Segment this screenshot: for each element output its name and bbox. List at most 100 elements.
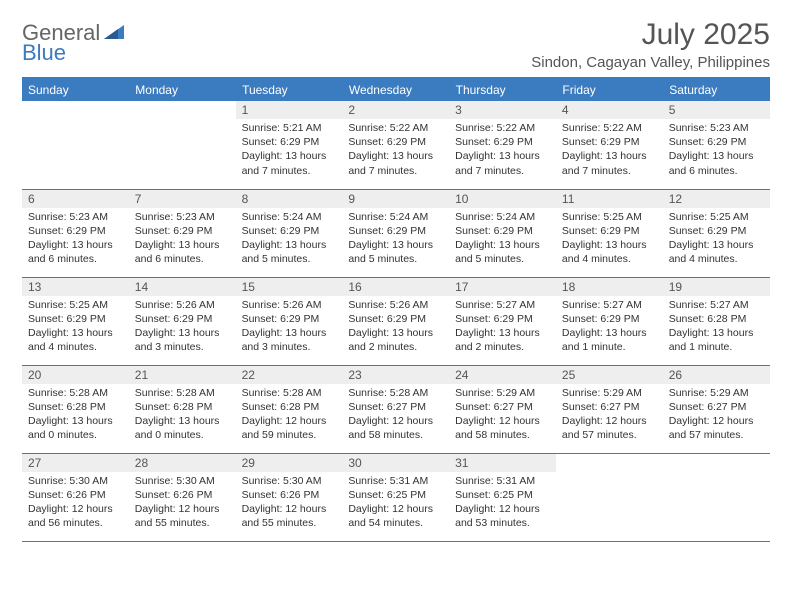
location-text: Sindon, Cagayan Valley, Philippines: [531, 54, 770, 71]
day-details: Sunrise: 5:25 AMSunset: 6:29 PMDaylight:…: [22, 296, 129, 359]
day-number: 28: [129, 454, 236, 472]
day-number: 21: [129, 366, 236, 384]
day-details: Sunrise: 5:31 AMSunset: 6:25 PMDaylight:…: [449, 472, 556, 535]
calendar-week-row: 27Sunrise: 5:30 AMSunset: 6:26 PMDayligh…: [22, 453, 770, 541]
calendar-week-row: ....1Sunrise: 5:21 AMSunset: 6:29 PMDayl…: [22, 101, 770, 189]
logo-triangle-icon: [104, 23, 124, 44]
day-number: 19: [663, 278, 770, 296]
day-details: Sunrise: 5:26 AMSunset: 6:29 PMDaylight:…: [236, 296, 343, 359]
day-details: Sunrise: 5:23 AMSunset: 6:29 PMDaylight:…: [663, 119, 770, 182]
calendar-day-cell: 13Sunrise: 5:25 AMSunset: 6:29 PMDayligh…: [22, 277, 129, 365]
calendar-day-cell: 10Sunrise: 5:24 AMSunset: 6:29 PMDayligh…: [449, 189, 556, 277]
day-details: Sunrise: 5:22 AMSunset: 6:29 PMDaylight:…: [342, 119, 449, 182]
header: General July 2025 Sindon, Cagayan Valley…: [22, 18, 770, 71]
day-number: 14: [129, 278, 236, 296]
day-details: Sunrise: 5:28 AMSunset: 6:28 PMDaylight:…: [236, 384, 343, 447]
day-details: Sunrise: 5:23 AMSunset: 6:29 PMDaylight:…: [22, 208, 129, 271]
day-details: Sunrise: 5:27 AMSunset: 6:29 PMDaylight:…: [449, 296, 556, 359]
weekday-header: Sunday: [22, 78, 129, 101]
day-details: Sunrise: 5:28 AMSunset: 6:28 PMDaylight:…: [129, 384, 236, 447]
day-number: 25: [556, 366, 663, 384]
calendar-day-cell: 21Sunrise: 5:28 AMSunset: 6:28 PMDayligh…: [129, 365, 236, 453]
day-details: Sunrise: 5:30 AMSunset: 6:26 PMDaylight:…: [22, 472, 129, 535]
day-details: Sunrise: 5:26 AMSunset: 6:29 PMDaylight:…: [342, 296, 449, 359]
calendar-day-cell: 24Sunrise: 5:29 AMSunset: 6:27 PMDayligh…: [449, 365, 556, 453]
calendar-day-cell: 8Sunrise: 5:24 AMSunset: 6:29 PMDaylight…: [236, 189, 343, 277]
day-details: Sunrise: 5:24 AMSunset: 6:29 PMDaylight:…: [342, 208, 449, 271]
calendar-day-cell: 25Sunrise: 5:29 AMSunset: 6:27 PMDayligh…: [556, 365, 663, 453]
day-number: 26: [663, 366, 770, 384]
day-number: 11: [556, 190, 663, 208]
calendar-day-cell: 23Sunrise: 5:28 AMSunset: 6:27 PMDayligh…: [342, 365, 449, 453]
calendar-day-cell: 27Sunrise: 5:30 AMSunset: 6:26 PMDayligh…: [22, 453, 129, 541]
day-number: 7: [129, 190, 236, 208]
calendar-day-cell: 14Sunrise: 5:26 AMSunset: 6:29 PMDayligh…: [129, 277, 236, 365]
day-number: 16: [342, 278, 449, 296]
weekday-header: Wednesday: [342, 78, 449, 101]
weekday-header-row: SundayMondayTuesdayWednesdayThursdayFrid…: [22, 78, 770, 101]
day-details: Sunrise: 5:25 AMSunset: 6:29 PMDaylight:…: [663, 208, 770, 271]
day-number: 10: [449, 190, 556, 208]
calendar-day-cell: 19Sunrise: 5:27 AMSunset: 6:28 PMDayligh…: [663, 277, 770, 365]
calendar-day-cell: 2Sunrise: 5:22 AMSunset: 6:29 PMDaylight…: [342, 101, 449, 189]
day-number: 18: [556, 278, 663, 296]
day-details: Sunrise: 5:27 AMSunset: 6:28 PMDaylight:…: [663, 296, 770, 359]
day-details: Sunrise: 5:22 AMSunset: 6:29 PMDaylight:…: [556, 119, 663, 182]
calendar-day-cell: 17Sunrise: 5:27 AMSunset: 6:29 PMDayligh…: [449, 277, 556, 365]
day-number: 13: [22, 278, 129, 296]
calendar-day-cell: 9Sunrise: 5:24 AMSunset: 6:29 PMDaylight…: [342, 189, 449, 277]
calendar-day-cell: 11Sunrise: 5:25 AMSunset: 6:29 PMDayligh…: [556, 189, 663, 277]
day-number: 20: [22, 366, 129, 384]
day-number: 17: [449, 278, 556, 296]
calendar-day-cell: 20Sunrise: 5:28 AMSunset: 6:28 PMDayligh…: [22, 365, 129, 453]
day-details: Sunrise: 5:21 AMSunset: 6:29 PMDaylight:…: [236, 119, 343, 182]
weekday-header: Friday: [556, 78, 663, 101]
day-number: 6: [22, 190, 129, 208]
calendar-day-cell: 6Sunrise: 5:23 AMSunset: 6:29 PMDaylight…: [22, 189, 129, 277]
calendar-day-cell: 16Sunrise: 5:26 AMSunset: 6:29 PMDayligh…: [342, 277, 449, 365]
day-details: Sunrise: 5:29 AMSunset: 6:27 PMDaylight:…: [556, 384, 663, 447]
day-details: Sunrise: 5:25 AMSunset: 6:29 PMDaylight:…: [556, 208, 663, 271]
calendar-week-row: 20Sunrise: 5:28 AMSunset: 6:28 PMDayligh…: [22, 365, 770, 453]
day-number: 29: [236, 454, 343, 472]
day-number: 9: [342, 190, 449, 208]
day-details: Sunrise: 5:23 AMSunset: 6:29 PMDaylight:…: [129, 208, 236, 271]
calendar-day-cell: 22Sunrise: 5:28 AMSunset: 6:28 PMDayligh…: [236, 365, 343, 453]
day-details: Sunrise: 5:28 AMSunset: 6:27 PMDaylight:…: [342, 384, 449, 447]
calendar-day-cell: 7Sunrise: 5:23 AMSunset: 6:29 PMDaylight…: [129, 189, 236, 277]
calendar-day-cell: 29Sunrise: 5:30 AMSunset: 6:26 PMDayligh…: [236, 453, 343, 541]
day-details: Sunrise: 5:22 AMSunset: 6:29 PMDaylight:…: [449, 119, 556, 182]
day-details: Sunrise: 5:30 AMSunset: 6:26 PMDaylight:…: [236, 472, 343, 535]
day-number: 31: [449, 454, 556, 472]
weekday-header: Thursday: [449, 78, 556, 101]
day-number: 23: [342, 366, 449, 384]
day-details: Sunrise: 5:26 AMSunset: 6:29 PMDaylight:…: [129, 296, 236, 359]
day-details: Sunrise: 5:29 AMSunset: 6:27 PMDaylight:…: [663, 384, 770, 447]
calendar-day-cell: 5Sunrise: 5:23 AMSunset: 6:29 PMDaylight…: [663, 101, 770, 189]
day-number: 3: [449, 101, 556, 119]
calendar-week-row: 13Sunrise: 5:25 AMSunset: 6:29 PMDayligh…: [22, 277, 770, 365]
day-number: 1: [236, 101, 343, 119]
calendar-day-cell: 26Sunrise: 5:29 AMSunset: 6:27 PMDayligh…: [663, 365, 770, 453]
calendar-day-cell: 4Sunrise: 5:22 AMSunset: 6:29 PMDaylight…: [556, 101, 663, 189]
calendar-day-cell: 18Sunrise: 5:27 AMSunset: 6:29 PMDayligh…: [556, 277, 663, 365]
day-number: 15: [236, 278, 343, 296]
calendar-day-cell: ..: [22, 101, 129, 189]
calendar-day-cell: 3Sunrise: 5:22 AMSunset: 6:29 PMDaylight…: [449, 101, 556, 189]
day-number: 5: [663, 101, 770, 119]
day-details: Sunrise: 5:27 AMSunset: 6:29 PMDaylight:…: [556, 296, 663, 359]
day-details: Sunrise: 5:31 AMSunset: 6:25 PMDaylight:…: [342, 472, 449, 535]
calendar-day-cell: 1Sunrise: 5:21 AMSunset: 6:29 PMDaylight…: [236, 101, 343, 189]
calendar-day-cell: 28Sunrise: 5:30 AMSunset: 6:26 PMDayligh…: [129, 453, 236, 541]
calendar-day-cell: ..: [663, 453, 770, 541]
day-number: 24: [449, 366, 556, 384]
day-details: Sunrise: 5:30 AMSunset: 6:26 PMDaylight:…: [129, 472, 236, 535]
day-number: 12: [663, 190, 770, 208]
day-number: 2: [342, 101, 449, 119]
day-details: Sunrise: 5:29 AMSunset: 6:27 PMDaylight:…: [449, 384, 556, 447]
weekday-header: Monday: [129, 78, 236, 101]
day-number: 8: [236, 190, 343, 208]
day-number: 27: [22, 454, 129, 472]
day-details: Sunrise: 5:24 AMSunset: 6:29 PMDaylight:…: [449, 208, 556, 271]
weekday-header: Tuesday: [236, 78, 343, 101]
